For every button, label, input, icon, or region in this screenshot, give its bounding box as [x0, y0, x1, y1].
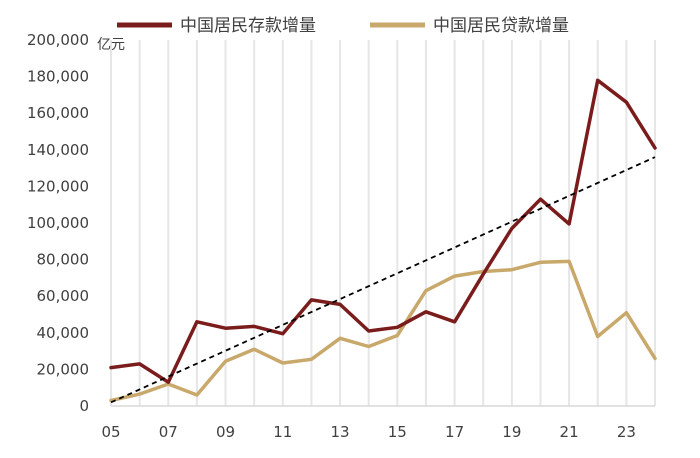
y-tick-label: 60,000: [37, 287, 90, 305]
y-axis-tick-labels: 0 20,000 40,000 60,000 80,000 100,000 120,000 1…: [27, 31, 89, 415]
x-tick-label: 07: [159, 423, 178, 441]
trendline: [110, 156, 656, 404]
y-tick-label: 40,000: [37, 324, 90, 342]
legend-label-loan: 中国居民贷款增量: [433, 16, 569, 36]
series-line-loan: [109, 259, 657, 403]
y-tick-label: 160,000: [27, 104, 89, 122]
x-tick-label: 09: [216, 423, 235, 441]
y-tick-label: 140,000: [27, 141, 89, 159]
y-tick-label: 0: [79, 397, 89, 415]
legend-label-deposit: 中国居民存款增量: [180, 16, 316, 36]
y-tick-label: 180,000: [27, 68, 89, 86]
y-tick-label: 20,000: [37, 360, 90, 378]
x-tick-label: 05: [101, 423, 120, 441]
x-tick-label: 17: [445, 423, 464, 441]
y-tick-label: 80,000: [37, 251, 90, 269]
x-tick-label: 23: [617, 423, 636, 441]
vertical-gridlines: [110, 40, 656, 406]
x-tick-label: 15: [388, 423, 407, 441]
y-axis-unit-label: 亿元: [97, 37, 125, 53]
x-tick-label: 11: [273, 423, 292, 441]
x-tick-label: 21: [560, 423, 579, 441]
legend: 中国居民存款增量 中国居民贷款增量: [117, 16, 569, 36]
y-tick-label: 100,000: [27, 214, 89, 232]
y-tick-label: 200,000: [27, 31, 89, 49]
x-tick-label: 13: [331, 423, 350, 441]
y-tick-label: 120,000: [27, 177, 89, 195]
x-axis-tick-labels: 05 07 09 11 13 15 17 19 21 23: [101, 423, 635, 441]
series-line-deposit: [109, 78, 657, 384]
series-lines: [109, 78, 657, 404]
x-tick-label: 19: [502, 423, 521, 441]
